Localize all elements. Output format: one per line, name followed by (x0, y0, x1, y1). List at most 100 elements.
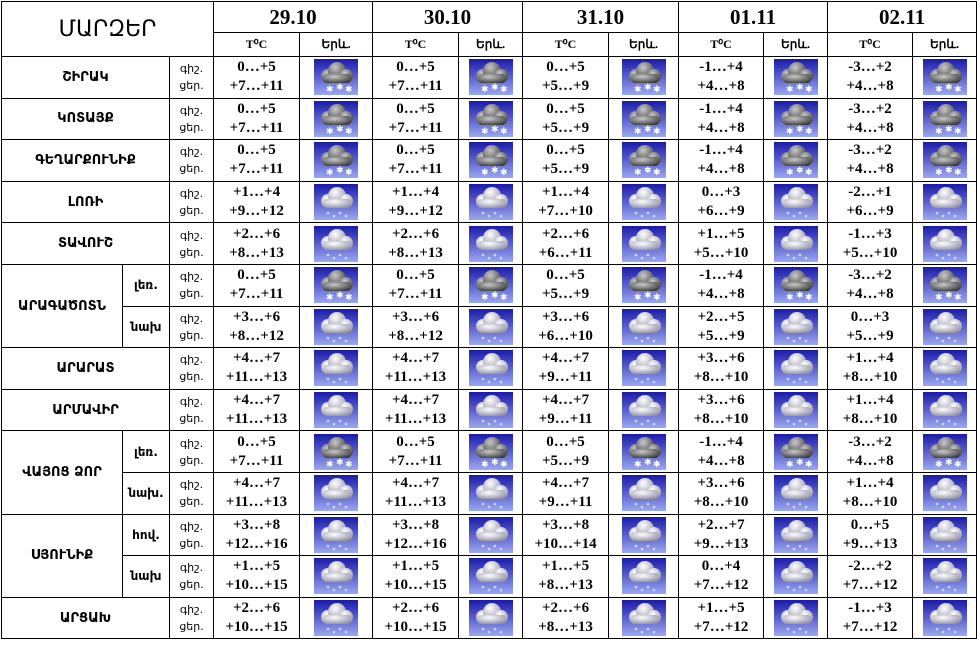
region-name: ՍՅՈՒՆԻՔ (1, 513, 123, 598)
night-temp: -3…+2 (848, 59, 892, 76)
night-temp: +1…+5 (232, 558, 281, 575)
day-label: ցեր. (179, 412, 204, 426)
date: 01.11 (678, 1, 829, 33)
date: 31.10 (522, 1, 680, 33)
night-temp: 0…+4 (701, 558, 741, 575)
region-row: նախ. գիշ. ցեր. +4…+7 +11…+13 +4…+7 +11…+13 +4… (2, 471, 977, 515)
day-temp: +8…+10 (842, 494, 898, 511)
night-label: գիշ. (179, 478, 204, 492)
sky (458, 222, 524, 265)
weather-icon (621, 308, 666, 345)
svg-text:✱: ✱ (634, 85, 642, 95)
sky (763, 513, 829, 557)
weather-icon (773, 475, 818, 512)
temps: 0…+5 +5…+9 (522, 430, 610, 473)
temps: +3…+8 +10…+14 (522, 513, 610, 557)
sub-region: լեռ. (122, 430, 170, 473)
weather-icon: ✱ ✱ ✱ (773, 142, 818, 179)
sky: ✱ ✱ ✱ (912, 263, 977, 307)
night-temp: +2…+6 (541, 225, 590, 242)
sky: ✱ ✱ ✱ (763, 430, 829, 473)
sky (912, 471, 977, 515)
temps: 0…+5 +7…+11 (213, 56, 301, 99)
temps: -1…+4 +4…+8 (678, 97, 765, 141)
svg-text:✱: ✱ (796, 458, 804, 468)
weather-icon (468, 516, 513, 553)
svg-text:✱: ✱ (634, 168, 642, 178)
temps: -3…+2 +4…+8 (827, 56, 914, 99)
day-temp: +4…+8 (846, 452, 894, 469)
sky (458, 513, 524, 557)
sky (458, 471, 524, 515)
region-row: ԱՐԱՐԱՏ գիշ. ցեր. +4…+7 +11…+13 +4…+7 +11…+13 … (1, 347, 977, 390)
region-name: ԼՈՌԻ (1, 180, 170, 224)
sky (912, 596, 977, 640)
night-temp: +4…+7 (391, 392, 440, 409)
temps: -3…+2 +4…+8 (827, 263, 914, 307)
night-temp: +2…+6 (391, 225, 440, 242)
day-temp: +7…+11 (229, 119, 284, 136)
temps: -3…+2 +4…+8 (827, 97, 914, 141)
sky: ✱ ✱ ✱ (763, 139, 829, 182)
day-label: ցեր. (179, 328, 204, 342)
day-label: ցեր. (179, 578, 204, 592)
weather-icon (773, 558, 818, 595)
region-row: նախ գիշ. ցեր. +1…+5 +10…+15 +1…+5 +10…+15 +1…… (2, 555, 977, 598)
day-temp: +8…+10 (842, 369, 898, 386)
time-labels: գիշ. ցեր. (168, 555, 215, 598)
svg-text:✱: ✱ (945, 125, 953, 135)
day-temp: +8…+13 (538, 619, 593, 636)
weather-icon (922, 308, 967, 345)
night-temp: 0…+5 (237, 433, 276, 450)
weather-icon (314, 475, 359, 512)
weather-icon (314, 558, 359, 595)
svg-text:✱: ✱ (945, 166, 953, 176)
temps: -1…+4 +4…+8 (678, 139, 765, 182)
svg-text:✱: ✱ (945, 291, 953, 301)
temps: +2…+6 +6…+11 (522, 222, 610, 265)
temps: 0…+5 +5…+9 (522, 97, 610, 141)
temps: +3…+6 +8…+12 (213, 305, 301, 349)
svg-text:✱: ✱ (336, 291, 344, 301)
svg-text:✱: ✱ (491, 291, 499, 301)
day-temp: +7…+11 (229, 78, 284, 95)
day-temp: +5…+10 (842, 244, 898, 261)
weather-icon (314, 308, 359, 345)
night-temp: -1…+4 (699, 100, 743, 117)
night-label: գիշ. (179, 436, 204, 450)
weather-icon (922, 392, 967, 429)
sky (458, 555, 524, 598)
sky (912, 305, 977, 349)
weather-icon (922, 600, 967, 637)
temps: +4…+7 +11…+13 (213, 471, 301, 515)
sky (299, 222, 374, 265)
weather-icon: ✱ ✱ ✱ (314, 433, 359, 470)
weather-icon (468, 475, 513, 512)
weather-icon (621, 184, 666, 221)
sky: ✱ ✱ ✱ (299, 139, 374, 182)
weather-icon (468, 558, 513, 595)
day-temp: +7…+11 (388, 286, 443, 303)
night-temp: +3…+6 (232, 308, 281, 325)
day-label: ցեր. (179, 453, 204, 467)
time-labels: գիշ. ցեր. (168, 139, 215, 182)
svg-text:✱: ✱ (491, 166, 499, 176)
day-temp: +8…+10 (693, 369, 749, 386)
night-temp: 0…+5 (396, 142, 435, 159)
night-temp: +3…+6 (697, 475, 745, 492)
temps: 0…+5 +7…+11 (372, 56, 460, 99)
night-temp: -3…+2 (848, 142, 892, 159)
weather-icon: ✱ ✱ ✱ (773, 433, 818, 470)
day-temp: +11…+13 (225, 369, 288, 386)
svg-text:✱: ✱ (805, 293, 813, 303)
temps: +1…+5 +5…+10 (678, 222, 765, 265)
weather-icon (773, 516, 818, 553)
temps: +2…+6 +8…+13 (213, 222, 301, 265)
weather-icon: ✱ ✱ ✱ (773, 100, 818, 137)
day-temp: +5…+9 (541, 119, 590, 136)
temps: 0…+5 +7…+11 (213, 430, 301, 473)
night-temp: +1…+4 (391, 184, 440, 201)
temps: +2…+6 +8…+13 (522, 596, 610, 640)
weather-icon (314, 600, 359, 637)
weather-icon (922, 558, 967, 595)
